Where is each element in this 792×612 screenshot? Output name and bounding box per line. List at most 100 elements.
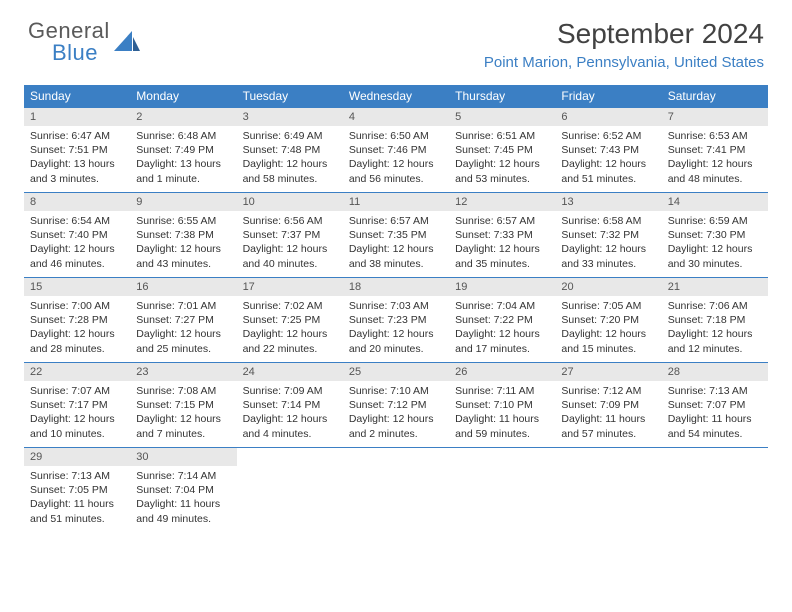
week-row: 1Sunrise: 6:47 AMSunset: 7:51 PMDaylight… <box>24 107 768 192</box>
day-body: Sunrise: 7:03 AMSunset: 7:23 PMDaylight:… <box>343 296 449 362</box>
weeks-container: 1Sunrise: 6:47 AMSunset: 7:51 PMDaylight… <box>24 107 768 532</box>
sunrise-line: Sunrise: 6:50 AM <box>349 129 443 143</box>
day-body: Sunrise: 6:54 AMSunset: 7:40 PMDaylight:… <box>24 211 130 277</box>
day-cell: 27Sunrise: 7:12 AMSunset: 7:09 PMDayligh… <box>555 363 661 447</box>
sunset-line: Sunset: 7:28 PM <box>30 313 124 327</box>
sunrise-line: Sunrise: 6:56 AM <box>243 214 337 228</box>
day-number: 28 <box>662 363 768 381</box>
sunrise-line: Sunrise: 6:59 AM <box>668 214 762 228</box>
sunrise-line: Sunrise: 7:03 AM <box>349 299 443 313</box>
month-title: September 2024 <box>484 18 764 50</box>
sunrise-line: Sunrise: 7:14 AM <box>136 469 230 483</box>
day-number: 23 <box>130 363 236 381</box>
day-body: Sunrise: 6:57 AMSunset: 7:33 PMDaylight:… <box>449 211 555 277</box>
sunset-line: Sunset: 7:32 PM <box>561 228 655 242</box>
day-body: Sunrise: 6:51 AMSunset: 7:45 PMDaylight:… <box>449 126 555 192</box>
day-cell: 4Sunrise: 6:50 AMSunset: 7:46 PMDaylight… <box>343 108 449 192</box>
day-number: 18 <box>343 278 449 296</box>
day-number: 17 <box>237 278 343 296</box>
week-row: 22Sunrise: 7:07 AMSunset: 7:17 PMDayligh… <box>24 362 768 447</box>
day-cell <box>555 448 661 532</box>
sunset-line: Sunset: 7:51 PM <box>30 143 124 157</box>
day-cell: 12Sunrise: 6:57 AMSunset: 7:33 PMDayligh… <box>449 193 555 277</box>
day-cell: 11Sunrise: 6:57 AMSunset: 7:35 PMDayligh… <box>343 193 449 277</box>
day-number: 3 <box>237 108 343 126</box>
sunset-line: Sunset: 7:30 PM <box>668 228 762 242</box>
day-number: 29 <box>24 448 130 466</box>
day-cell: 7Sunrise: 6:53 AMSunset: 7:41 PMDaylight… <box>662 108 768 192</box>
day-body: Sunrise: 6:57 AMSunset: 7:35 PMDaylight:… <box>343 211 449 277</box>
day-body: Sunrise: 7:02 AMSunset: 7:25 PMDaylight:… <box>237 296 343 362</box>
day-number: 20 <box>555 278 661 296</box>
sunset-line: Sunset: 7:20 PM <box>561 313 655 327</box>
week-row: 29Sunrise: 7:13 AMSunset: 7:05 PMDayligh… <box>24 447 768 532</box>
daylight-line: Daylight: 12 hours and 12 minutes. <box>668 327 762 355</box>
sunrise-line: Sunrise: 6:54 AM <box>30 214 124 228</box>
daylight-line: Daylight: 12 hours and 22 minutes. <box>243 327 337 355</box>
daylight-line: Daylight: 12 hours and 53 minutes. <box>455 157 549 185</box>
day-cell: 9Sunrise: 6:55 AMSunset: 7:38 PMDaylight… <box>130 193 236 277</box>
header: General Blue September 2024 Point Marion… <box>0 0 792 77</box>
day-body: Sunrise: 7:09 AMSunset: 7:14 PMDaylight:… <box>237 381 343 447</box>
day-number: 21 <box>662 278 768 296</box>
weekday-header: Sunday <box>24 85 130 107</box>
day-body: Sunrise: 6:59 AMSunset: 7:30 PMDaylight:… <box>662 211 768 277</box>
day-cell: 30Sunrise: 7:14 AMSunset: 7:04 PMDayligh… <box>130 448 236 532</box>
sunrise-line: Sunrise: 7:07 AM <box>30 384 124 398</box>
sunrise-line: Sunrise: 6:52 AM <box>561 129 655 143</box>
day-number: 1 <box>24 108 130 126</box>
sunset-line: Sunset: 7:22 PM <box>455 313 549 327</box>
daylight-line: Daylight: 12 hours and 48 minutes. <box>668 157 762 185</box>
sunrise-line: Sunrise: 7:01 AM <box>136 299 230 313</box>
sunset-line: Sunset: 7:37 PM <box>243 228 337 242</box>
day-body: Sunrise: 6:47 AMSunset: 7:51 PMDaylight:… <box>24 126 130 192</box>
week-row: 15Sunrise: 7:00 AMSunset: 7:28 PMDayligh… <box>24 277 768 362</box>
day-body: Sunrise: 7:10 AMSunset: 7:12 PMDaylight:… <box>343 381 449 447</box>
weekday-header: Tuesday <box>237 85 343 107</box>
daylight-line: Daylight: 12 hours and 51 minutes. <box>561 157 655 185</box>
sunset-line: Sunset: 7:33 PM <box>455 228 549 242</box>
day-cell: 23Sunrise: 7:08 AMSunset: 7:15 PMDayligh… <box>130 363 236 447</box>
sunrise-line: Sunrise: 7:13 AM <box>668 384 762 398</box>
daylight-line: Daylight: 12 hours and 10 minutes. <box>30 412 124 440</box>
day-body: Sunrise: 7:11 AMSunset: 7:10 PMDaylight:… <box>449 381 555 447</box>
sunrise-line: Sunrise: 7:02 AM <box>243 299 337 313</box>
day-number: 25 <box>343 363 449 381</box>
day-body: Sunrise: 6:58 AMSunset: 7:32 PMDaylight:… <box>555 211 661 277</box>
sunrise-line: Sunrise: 6:58 AM <box>561 214 655 228</box>
day-number: 24 <box>237 363 343 381</box>
day-body: Sunrise: 6:53 AMSunset: 7:41 PMDaylight:… <box>662 126 768 192</box>
day-body: Sunrise: 7:07 AMSunset: 7:17 PMDaylight:… <box>24 381 130 447</box>
calendar: SundayMondayTuesdayWednesdayThursdayFrid… <box>0 77 792 532</box>
title-block: September 2024 Point Marion, Pennsylvani… <box>484 18 764 71</box>
day-number: 7 <box>662 108 768 126</box>
day-cell: 19Sunrise: 7:04 AMSunset: 7:22 PMDayligh… <box>449 278 555 362</box>
day-body: Sunrise: 7:14 AMSunset: 7:04 PMDaylight:… <box>130 466 236 532</box>
day-number: 6 <box>555 108 661 126</box>
sunrise-line: Sunrise: 6:47 AM <box>30 129 124 143</box>
sunset-line: Sunset: 7:41 PM <box>668 143 762 157</box>
sunrise-line: Sunrise: 7:13 AM <box>30 469 124 483</box>
day-number: 11 <box>343 193 449 211</box>
sunrise-line: Sunrise: 7:09 AM <box>243 384 337 398</box>
sunrise-line: Sunrise: 6:55 AM <box>136 214 230 228</box>
sunset-line: Sunset: 7:45 PM <box>455 143 549 157</box>
sunset-line: Sunset: 7:48 PM <box>243 143 337 157</box>
day-cell: 10Sunrise: 6:56 AMSunset: 7:37 PMDayligh… <box>237 193 343 277</box>
daylight-line: Daylight: 12 hours and 30 minutes. <box>668 242 762 270</box>
day-cell: 1Sunrise: 6:47 AMSunset: 7:51 PMDaylight… <box>24 108 130 192</box>
day-cell: 22Sunrise: 7:07 AMSunset: 7:17 PMDayligh… <box>24 363 130 447</box>
day-number: 13 <box>555 193 661 211</box>
daylight-line: Daylight: 12 hours and 4 minutes. <box>243 412 337 440</box>
day-cell: 8Sunrise: 6:54 AMSunset: 7:40 PMDaylight… <box>24 193 130 277</box>
sunset-line: Sunset: 7:27 PM <box>136 313 230 327</box>
sunset-line: Sunset: 7:23 PM <box>349 313 443 327</box>
sunrise-line: Sunrise: 6:48 AM <box>136 129 230 143</box>
day-cell <box>343 448 449 532</box>
weekday-header: Monday <box>130 85 236 107</box>
day-cell: 25Sunrise: 7:10 AMSunset: 7:12 PMDayligh… <box>343 363 449 447</box>
sunset-line: Sunset: 7:07 PM <box>668 398 762 412</box>
week-row: 8Sunrise: 6:54 AMSunset: 7:40 PMDaylight… <box>24 192 768 277</box>
sunrise-line: Sunrise: 7:05 AM <box>561 299 655 313</box>
weekday-header: Thursday <box>449 85 555 107</box>
